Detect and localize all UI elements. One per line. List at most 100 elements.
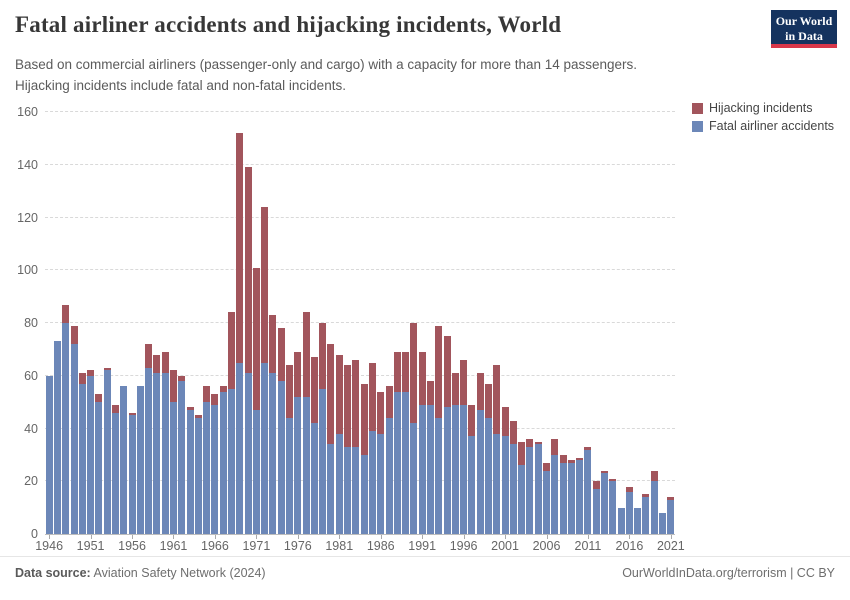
bar-2021-fatal-accidents[interactable] <box>667 499 675 534</box>
bar-1973-fatal-accidents[interactable] <box>269 373 277 534</box>
bar-1967-hijacking-incidents[interactable] <box>219 386 227 392</box>
bar-2005-fatal-accidents[interactable] <box>534 444 542 534</box>
bar-1983-fatal-accidents[interactable] <box>352 446 360 534</box>
bar-2020-fatal-accidents[interactable] <box>659 512 667 534</box>
bar-1994-fatal-accidents[interactable] <box>443 407 451 534</box>
bar-2021-hijacking-incidents[interactable] <box>667 497 675 500</box>
bar-2001-hijacking-incidents[interactable] <box>501 407 509 437</box>
bar-1974-hijacking-incidents[interactable] <box>277 328 285 382</box>
bar-1966-fatal-accidents[interactable] <box>211 404 219 534</box>
bar-2007-fatal-accidents[interactable] <box>551 454 559 534</box>
bar-1997-hijacking-incidents[interactable] <box>468 404 476 437</box>
bar-2001-fatal-accidents[interactable] <box>501 436 509 534</box>
bar-1968-hijacking-incidents[interactable] <box>228 312 235 389</box>
bar-1952-fatal-accidents[interactable] <box>95 402 103 534</box>
bar-1971-hijacking-incidents[interactable] <box>252 267 260 411</box>
bar-1993-hijacking-incidents[interactable] <box>435 325 443 418</box>
bar-2014-fatal-accidents[interactable] <box>609 481 617 534</box>
bar-1977-fatal-accidents[interactable] <box>302 396 310 534</box>
bar-1991-hijacking-incidents[interactable] <box>418 352 426 405</box>
bar-1984-hijacking-incidents[interactable] <box>360 383 368 455</box>
bar-1967-fatal-accidents[interactable] <box>219 391 227 534</box>
bar-2004-hijacking-incidents[interactable] <box>526 439 534 447</box>
bar-1975-fatal-accidents[interactable] <box>286 417 294 534</box>
bar-1959-fatal-accidents[interactable] <box>153 373 161 534</box>
bar-1955-fatal-accidents[interactable] <box>120 386 128 534</box>
bar-1988-fatal-accidents[interactable] <box>393 391 401 534</box>
bar-1978-hijacking-incidents[interactable] <box>310 357 318 424</box>
bar-1965-hijacking-incidents[interactable] <box>203 386 211 403</box>
bar-2003-hijacking-incidents[interactable] <box>518 441 526 466</box>
bar-1972-hijacking-incidents[interactable] <box>261 206 269 363</box>
bar-1995-fatal-accidents[interactable] <box>451 404 459 534</box>
bar-1970-hijacking-incidents[interactable] <box>244 167 252 374</box>
bar-2004-fatal-accidents[interactable] <box>526 446 534 534</box>
bar-1999-fatal-accidents[interactable] <box>484 417 492 534</box>
bar-1998-hijacking-incidents[interactable] <box>476 373 484 411</box>
bar-2010-fatal-accidents[interactable] <box>576 460 584 534</box>
bar-1954-fatal-accidents[interactable] <box>111 412 119 534</box>
bar-1962-hijacking-incidents[interactable] <box>178 375 186 382</box>
bar-1964-hijacking-incidents[interactable] <box>194 415 202 418</box>
bar-2009-hijacking-incidents[interactable] <box>567 460 575 463</box>
bar-2013-fatal-accidents[interactable] <box>601 473 609 534</box>
bar-1974-fatal-accidents[interactable] <box>277 381 285 534</box>
bar-1952-hijacking-incidents[interactable] <box>95 394 103 403</box>
bar-1958-hijacking-incidents[interactable] <box>145 344 153 368</box>
bar-1961-fatal-accidents[interactable] <box>169 402 177 534</box>
bar-1971-fatal-accidents[interactable] <box>252 410 260 534</box>
bar-2015-fatal-accidents[interactable] <box>617 507 625 534</box>
bar-2000-fatal-accidents[interactable] <box>493 433 501 534</box>
bar-2008-fatal-accidents[interactable] <box>559 462 567 534</box>
bar-1949-hijacking-incidents[interactable] <box>70 325 78 345</box>
bar-2002-fatal-accidents[interactable] <box>509 444 517 534</box>
bar-1990-fatal-accidents[interactable] <box>410 423 418 534</box>
bar-1959-hijacking-incidents[interactable] <box>153 354 161 374</box>
bar-1969-fatal-accidents[interactable] <box>236 362 244 534</box>
bar-1948-hijacking-incidents[interactable] <box>62 304 70 323</box>
bar-1956-fatal-accidents[interactable] <box>128 415 136 534</box>
bar-1983-hijacking-incidents[interactable] <box>352 359 360 447</box>
bar-2002-hijacking-incidents[interactable] <box>509 420 517 445</box>
bar-1964-fatal-accidents[interactable] <box>194 417 202 534</box>
bar-1975-hijacking-incidents[interactable] <box>286 365 294 418</box>
bar-1976-fatal-accidents[interactable] <box>294 396 302 534</box>
bar-1970-fatal-accidents[interactable] <box>244 373 252 534</box>
bar-1980-hijacking-incidents[interactable] <box>327 344 335 445</box>
bar-1999-hijacking-incidents[interactable] <box>484 383 492 418</box>
bar-1987-hijacking-incidents[interactable] <box>385 386 393 418</box>
bar-2013-hijacking-incidents[interactable] <box>601 470 609 474</box>
bar-1976-hijacking-incidents[interactable] <box>294 352 302 397</box>
bar-2006-fatal-accidents[interactable] <box>543 470 550 534</box>
bar-1947-fatal-accidents[interactable] <box>53 341 61 534</box>
bar-1992-fatal-accidents[interactable] <box>426 404 434 534</box>
bar-1950-fatal-accidents[interactable] <box>78 383 86 534</box>
bar-2012-hijacking-incidents[interactable] <box>592 481 600 490</box>
bar-1979-hijacking-incidents[interactable] <box>319 323 327 389</box>
bar-1982-fatal-accidents[interactable] <box>344 446 352 534</box>
bar-1961-hijacking-incidents[interactable] <box>169 370 177 403</box>
bar-1988-hijacking-incidents[interactable] <box>393 352 401 392</box>
bar-1998-fatal-accidents[interactable] <box>476 410 484 534</box>
bar-1991-fatal-accidents[interactable] <box>418 404 426 534</box>
bar-2019-hijacking-incidents[interactable] <box>650 470 658 482</box>
bar-2007-hijacking-incidents[interactable] <box>551 439 559 455</box>
bar-1996-fatal-accidents[interactable] <box>460 404 468 534</box>
bar-1966-hijacking-incidents[interactable] <box>211 394 219 405</box>
bar-1956-hijacking-incidents[interactable] <box>128 412 136 416</box>
bar-1979-fatal-accidents[interactable] <box>319 388 327 534</box>
bar-2000-hijacking-incidents[interactable] <box>493 365 501 434</box>
bar-1958-fatal-accidents[interactable] <box>145 367 153 534</box>
bar-1951-fatal-accidents[interactable] <box>87 375 95 534</box>
bar-1968-fatal-accidents[interactable] <box>228 388 235 534</box>
bar-1965-fatal-accidents[interactable] <box>203 402 211 534</box>
bar-1985-hijacking-incidents[interactable] <box>368 362 376 432</box>
bar-1962-fatal-accidents[interactable] <box>178 381 186 534</box>
bar-2005-hijacking-incidents[interactable] <box>534 441 542 445</box>
bar-2006-hijacking-incidents[interactable] <box>543 462 550 471</box>
bar-1948-fatal-accidents[interactable] <box>62 323 70 534</box>
bar-1977-hijacking-incidents[interactable] <box>302 312 310 397</box>
owid-citation-link[interactable]: OurWorldInData.org/terrorism | CC BY <box>622 566 835 580</box>
bar-1994-hijacking-incidents[interactable] <box>443 336 451 408</box>
bar-2018-fatal-accidents[interactable] <box>642 497 650 534</box>
